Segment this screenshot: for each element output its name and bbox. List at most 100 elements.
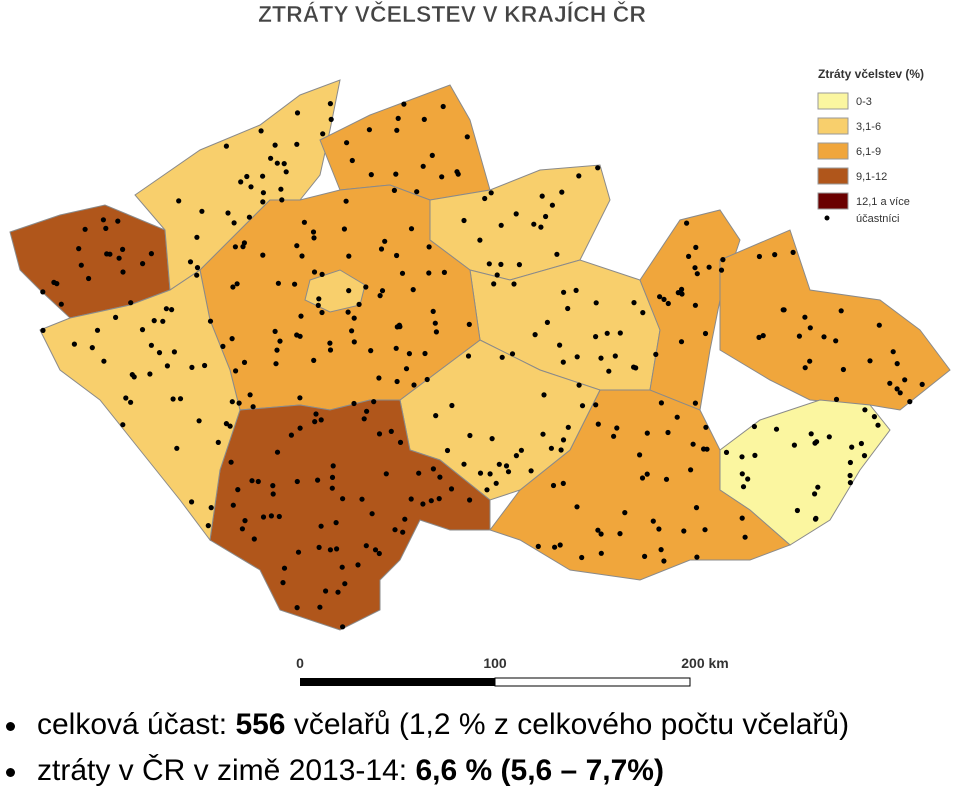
participant-dot — [276, 513, 282, 520]
participant-dot — [351, 315, 357, 321]
participant-dot — [464, 134, 470, 140]
participant-dot — [174, 445, 180, 451]
participant-dot — [229, 336, 235, 342]
participant-dot — [448, 486, 455, 492]
participant-dot — [802, 365, 808, 371]
participant-dot — [807, 325, 813, 331]
participant-dot — [361, 416, 367, 422]
participant-dot — [531, 221, 537, 227]
participant-dot — [812, 491, 818, 497]
participant-dot — [847, 472, 853, 479]
participant-dot — [897, 390, 903, 396]
participant-dot — [513, 211, 519, 217]
participant-dot — [486, 261, 492, 267]
participant-dot — [281, 161, 287, 167]
participant-dot — [231, 220, 237, 226]
participant-dot — [403, 366, 410, 372]
legend-dot — [824, 215, 830, 221]
participant-dot — [294, 478, 300, 485]
participant-dot — [199, 208, 205, 214]
participant-dot — [511, 281, 517, 287]
participant-dot — [272, 328, 278, 334]
legend-label: 6,1-9 — [856, 146, 881, 158]
participant-dot — [238, 179, 244, 185]
participant-dot — [187, 259, 194, 265]
bullet-item: ztráty v ČR v zimě 2013-14: 6,6 % (5,6 –… — [0, 754, 664, 788]
legend-swatch — [817, 117, 849, 135]
participant-dot — [320, 131, 326, 137]
participant-dot — [372, 547, 379, 553]
participant-dot — [148, 251, 154, 257]
participant-dot — [207, 318, 214, 324]
participant-dot — [665, 300, 671, 307]
participant-dot — [849, 444, 855, 450]
participant-dot — [393, 345, 399, 351]
participant-dot — [368, 348, 374, 354]
participant-dot — [368, 172, 374, 178]
participant-dot — [579, 403, 586, 409]
participant-dot — [604, 330, 610, 336]
participant-dot — [335, 589, 341, 595]
participant-dot — [351, 339, 357, 345]
participant-dot — [815, 484, 821, 490]
participant-dot — [339, 564, 345, 570]
legend-label: 0-3 — [856, 96, 872, 108]
participant-dot — [482, 195, 488, 202]
participant-dot — [215, 439, 221, 445]
participant-dot — [392, 527, 398, 533]
participant-dot — [796, 333, 803, 339]
participant-dot — [363, 543, 369, 549]
participant-dot — [140, 261, 146, 267]
participant-dots — [40, 101, 925, 630]
participant-dot — [560, 359, 566, 365]
participant-dot — [642, 553, 648, 560]
participant-dot — [444, 447, 451, 454]
participant-dot — [887, 380, 893, 386]
participant-dot — [665, 429, 671, 436]
participant-dot — [781, 307, 787, 313]
participant-dot — [294, 605, 300, 611]
bullet-text: ztráty v ČR v zimě 2013-14: — [37, 754, 416, 787]
participant-dot — [189, 364, 195, 370]
participant-dot — [694, 554, 700, 560]
participant-dot — [260, 173, 266, 179]
participant-dot — [241, 359, 248, 365]
participant-dot — [280, 580, 286, 586]
participant-dot — [169, 307, 175, 313]
participant-dot — [756, 334, 762, 340]
participant-dot — [718, 267, 725, 273]
map-title: ZTRÁTY VČELSTEV V KRAJÍCH ČR — [258, 0, 646, 27]
participant-dot — [272, 142, 278, 148]
participant-dot — [420, 501, 426, 507]
participant-dot — [120, 269, 126, 275]
scale-label: 200 km — [681, 655, 728, 671]
participant-dot — [283, 169, 289, 175]
participant-dot — [268, 155, 274, 161]
participant-dot — [356, 301, 362, 307]
participant-dot — [833, 396, 840, 402]
participant-dot — [653, 351, 659, 357]
participant-dot — [383, 471, 389, 477]
participant-dot — [773, 426, 780, 432]
participant-dot — [311, 235, 317, 241]
participant-dot — [557, 342, 563, 348]
participant-dot — [260, 514, 267, 520]
participant-dot — [455, 171, 461, 177]
participant-dot — [558, 447, 564, 453]
participant-dot — [496, 461, 502, 467]
legend-swatch — [817, 142, 849, 160]
participant-dot — [147, 371, 153, 377]
participant-dot — [379, 288, 386, 294]
legend-label: 3,1-6 — [856, 121, 881, 133]
participant-dot — [760, 333, 766, 339]
participant-dot — [319, 271, 325, 277]
participant-dot — [862, 407, 868, 413]
legend-title: Ztráty včelstev (%) — [818, 67, 924, 81]
participant-dot — [86, 275, 92, 282]
participant-dot — [163, 306, 169, 312]
participant-dot — [196, 418, 202, 424]
participant-dot — [349, 328, 355, 334]
participant-dot — [739, 471, 745, 477]
participant-dot — [277, 338, 283, 344]
participant-dot — [532, 332, 538, 338]
